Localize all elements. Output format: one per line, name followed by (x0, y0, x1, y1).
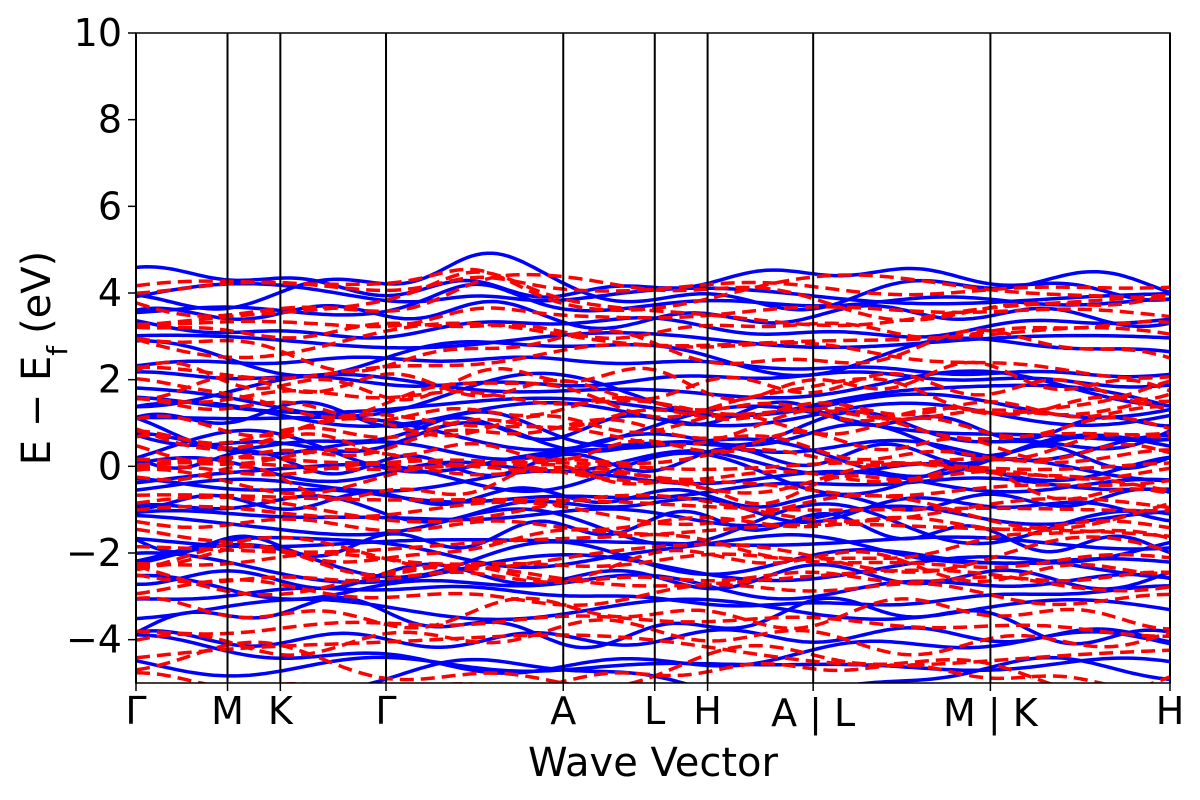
band-line (136, 376, 1170, 419)
y-tick-label: 4 (98, 271, 122, 315)
band-line (136, 462, 1170, 484)
band-line (136, 570, 1170, 585)
x-tick-label: Γ (375, 689, 396, 733)
band-line (136, 493, 1170, 531)
y-axis-title-main: E − E (14, 356, 60, 466)
band-line (136, 552, 1170, 570)
x-tick-label: K (268, 689, 294, 733)
y-tick-label: −2 (66, 531, 122, 575)
spin-up-bands (136, 251, 1170, 683)
y-tick-label: 6 (98, 184, 122, 228)
y-tick-label: 0 (98, 444, 122, 488)
x-tick-label: Γ (125, 689, 146, 733)
plot-frame (135, 32, 1171, 684)
band-line (136, 305, 1170, 329)
band-line (136, 282, 1170, 317)
band-line (136, 319, 1170, 341)
spin-down-bands (136, 267, 1170, 683)
band-line (136, 461, 1170, 496)
x-axis-title: Wave Vector (528, 740, 779, 786)
y-axis-title-unit: (eV) (14, 251, 60, 334)
band-line (136, 596, 1170, 631)
y-axis-title-subscript: f (41, 345, 74, 356)
y-axis-title: E − Ef (eV) (14, 251, 74, 466)
y-tick-label: 8 (98, 98, 122, 142)
band-line (136, 265, 1170, 302)
x-tick-label: A (550, 689, 576, 733)
band-line (136, 527, 1170, 564)
y-tick-label: −4 (66, 618, 122, 662)
band-line (136, 371, 1170, 402)
band-line (136, 476, 1170, 504)
x-tick-label: H (693, 689, 722, 733)
band-line (136, 331, 1170, 350)
y-tick-label: 10 (74, 11, 122, 55)
band-line (136, 563, 1170, 597)
band-line (136, 493, 1170, 513)
x-tick-label: H (1156, 689, 1185, 733)
band-lines (136, 251, 1170, 683)
band-line (136, 371, 1170, 418)
band-line (136, 562, 1170, 591)
band-line (136, 460, 1170, 472)
band-line (136, 502, 1170, 547)
band-line (136, 360, 1170, 402)
y-tick-label: 2 (98, 358, 122, 402)
band-line (136, 270, 1170, 328)
x-tick-label: M (211, 689, 244, 733)
band-line (136, 630, 1170, 675)
band-line (136, 618, 1170, 657)
band-line (136, 626, 1170, 649)
band-line (136, 661, 1109, 683)
band-line (136, 493, 1170, 524)
band-line (136, 321, 1170, 360)
y-axis-ticks: −4 −2 0 2 4 6 8 10 (66, 11, 136, 662)
band-line (136, 535, 1170, 574)
band-line (136, 275, 1170, 297)
band-line (136, 272, 1170, 322)
band-line (136, 633, 1170, 667)
band-line (136, 430, 1170, 463)
band-line (136, 412, 1170, 439)
band-line (136, 341, 1170, 381)
x-tick-label: M | K (943, 691, 1039, 736)
x-tick-label: L (644, 689, 665, 733)
band-line (136, 655, 1170, 678)
band-line (136, 515, 1170, 533)
band-line (136, 455, 1170, 498)
band-line (136, 417, 1170, 464)
x-tick-label: A | L (771, 691, 855, 736)
band-line (136, 614, 1170, 639)
